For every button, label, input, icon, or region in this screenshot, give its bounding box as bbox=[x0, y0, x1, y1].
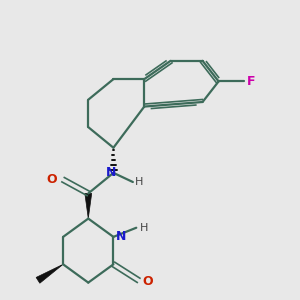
Text: O: O bbox=[142, 275, 153, 288]
Text: H: H bbox=[135, 177, 143, 187]
Text: O: O bbox=[47, 173, 57, 186]
Polygon shape bbox=[36, 264, 63, 283]
Polygon shape bbox=[85, 194, 92, 219]
Text: F: F bbox=[247, 75, 256, 88]
Text: H: H bbox=[140, 223, 148, 233]
Text: N: N bbox=[116, 230, 126, 243]
Text: N: N bbox=[106, 167, 116, 179]
